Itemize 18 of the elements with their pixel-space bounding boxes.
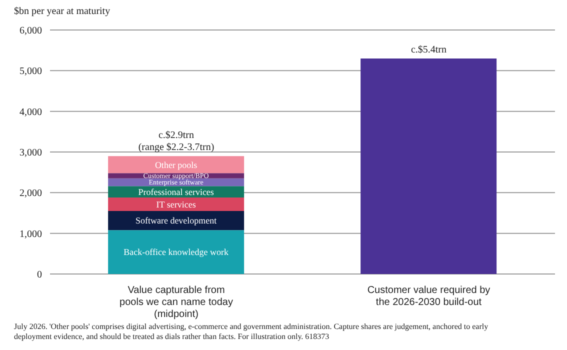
y-tick-label: 5,000 [20,66,42,78]
annotation: c.$2.9trn (range $2.2-3.7trn) [138,130,214,154]
series-label: IT services [156,199,196,210]
y-axis-title: $bn per year at maturity [14,6,110,17]
y-tick-label: 0 [37,270,42,281]
text: July 2026. 'Other pools' comprises digital advertising, e-commerce and government administration. Capture shares are judgement, anchored to early deployment evidence, and should be treated as dials rather than facts. For illustration only. 618373 [14,322,490,342]
y-tick-label: 3,000 [20,148,42,159]
series-label: Other pools [154,160,198,170]
y-tick-label: 1,000 [20,228,42,240]
annotation: c.$5.4trn [410,44,447,56]
x-tick-label: Customer value required by the 2026-2030 build-out [367,285,490,308]
series-label: Back-office knowledge work [124,247,229,258]
series-label: Professional services [138,187,214,198]
y-tick-label: 4,000 [20,106,42,118]
series-label: Software development [135,216,218,226]
y-tick-label: 2,000 [20,188,42,200]
x-tick-label: Value capturable from pools we can name today (midpoint) [120,285,233,320]
y-tick-label: 6,000 [20,26,42,37]
